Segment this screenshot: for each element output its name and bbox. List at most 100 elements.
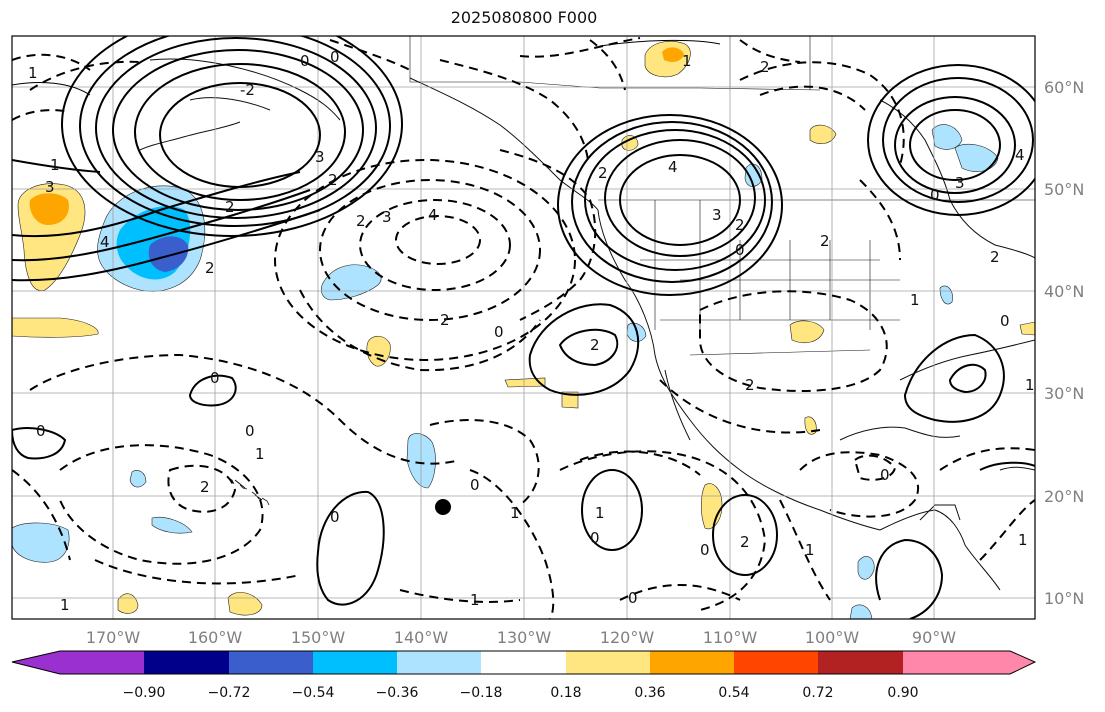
lon-label: 110°W	[703, 628, 758, 647]
colorbar-tick-labels: −0.90 −0.72 −0.54 −0.36 −0.18 0.18 0.36 …	[123, 685, 919, 701]
colorbar-tick: −0.36	[376, 685, 419, 701]
lat-label: 60°N	[1044, 78, 1084, 97]
contour-label: 0	[494, 323, 504, 341]
contour-label: 3	[712, 206, 722, 224]
contour-label: 3	[955, 174, 965, 192]
lon-label: 160°W	[188, 628, 243, 647]
contour-label: 0	[880, 466, 890, 484]
lon-label: 140°W	[394, 628, 449, 647]
colorbar-swatch	[313, 651, 397, 674]
contour-label: 2	[740, 533, 750, 551]
lon-label: 130°W	[497, 628, 552, 647]
contour-label: 2	[440, 311, 450, 329]
colorbar-swatch	[229, 651, 313, 674]
contour-label: 3	[45, 178, 55, 196]
contour-label: 1	[595, 504, 605, 522]
contour-label: 1	[255, 445, 265, 463]
latitude-labels: 60°N 50°N 40°N 30°N 20°N 10°N	[1044, 78, 1084, 608]
colorbar-tick: 0.18	[550, 685, 581, 701]
colorbar-swatch	[481, 651, 566, 674]
contour-label: 1	[682, 52, 692, 70]
lat-label: 20°N	[1044, 487, 1084, 506]
contour-label: 1	[470, 591, 480, 609]
contour-label: 0	[245, 422, 255, 440]
colorbar-tick: 0.36	[634, 685, 665, 701]
contour-label: 2	[200, 478, 210, 496]
contour-label: 0	[1000, 312, 1010, 330]
contour-label: 0	[210, 369, 220, 387]
contour-label: 4	[100, 233, 110, 251]
colorbar-extend-low	[12, 651, 60, 674]
contour-label: 0	[735, 241, 745, 259]
longitude-labels: 170°W 160°W 150°W 140°W 130°W 120°W 110°…	[86, 628, 956, 647]
contour-label: 0	[930, 186, 940, 204]
contour-label: 2	[590, 336, 600, 354]
contour-label: 0	[330, 48, 340, 66]
colorbar-tick: 0.90	[887, 685, 918, 701]
lon-label: 90°W	[912, 628, 956, 647]
minor-contours	[12, 39, 721, 96]
contour-label: 1	[805, 541, 815, 559]
storm-center-marker	[435, 499, 451, 515]
colorbar-swatch	[650, 651, 734, 674]
colorbar-tick: −0.90	[123, 685, 166, 701]
colorbar-tick: 0.54	[718, 685, 749, 701]
colorbar-swatch	[60, 651, 144, 674]
contour-value-labels: 0 0 -2 3 2 2 2 4 3 1 1 3 2 4 2 0 0 0 0 1…	[28, 48, 1035, 614]
contour-label: 3	[315, 148, 325, 166]
contour-label: 2	[328, 171, 338, 189]
colorbar-outline	[11, 650, 1037, 675]
contour-label: 0	[470, 476, 480, 494]
contour-label: 1	[60, 596, 70, 614]
contour-label: 2	[990, 248, 1000, 266]
colorbar: −0.90 −0.72 −0.54 −0.36 −0.18 0.18 0.36 …	[11, 650, 1037, 701]
contour-label: 3	[382, 208, 392, 226]
gridlines	[12, 36, 1035, 619]
contour-label: 0	[300, 52, 310, 70]
contour-label: 2	[225, 198, 235, 216]
colorbar-swatch	[734, 651, 818, 674]
lat-label: 50°N	[1044, 180, 1084, 199]
contour-label: 2	[820, 232, 830, 250]
lon-label: 170°W	[86, 628, 141, 647]
colorbar-swatch	[144, 651, 229, 674]
colorbar-swatch	[397, 651, 481, 674]
contour-label: 4	[1015, 146, 1025, 164]
anomaly-shading	[12, 41, 1035, 619]
contour-label: 2	[598, 164, 608, 182]
colorbar-swatch	[566, 651, 650, 674]
colorbar-swatch	[818, 651, 903, 674]
negative-contours	[12, 37, 1035, 619]
chart-title: 2025080800 F000	[450, 8, 598, 27]
contour-label: 0	[700, 541, 710, 559]
contour-label: 4	[668, 158, 678, 176]
contour-label: -2	[240, 81, 255, 99]
contour-label: 0	[330, 508, 340, 526]
contour-label: 1	[910, 291, 920, 309]
colorbar-swatch	[903, 651, 1010, 674]
contour-label: 1	[1025, 376, 1035, 394]
contour-label: 2	[356, 212, 366, 230]
lon-label: 100°W	[805, 628, 860, 647]
contour-label: 0	[590, 529, 600, 547]
positive-contours	[12, 36, 1035, 619]
contour-label: 2	[205, 259, 215, 277]
colorbar-tick: 0.72	[802, 685, 833, 701]
contour-label: 1	[1018, 531, 1028, 549]
lat-label: 30°N	[1044, 384, 1084, 403]
lon-label: 120°W	[600, 628, 655, 647]
contour-label: 0	[36, 422, 46, 440]
contour-label: 2	[735, 216, 745, 234]
colorbar-swatches	[12, 651, 1035, 674]
lat-label: 10°N	[1044, 589, 1084, 608]
contour-label: 1	[510, 504, 520, 522]
contour-label: 2	[760, 58, 770, 76]
contour-label: 1	[28, 64, 38, 82]
coastlines	[139, 58, 1035, 591]
contour-label: 1	[50, 156, 60, 174]
colorbar-extend-high	[1010, 651, 1035, 674]
contour-label: 2	[745, 376, 755, 394]
lat-label: 40°N	[1044, 282, 1084, 301]
lon-label: 150°W	[291, 628, 346, 647]
